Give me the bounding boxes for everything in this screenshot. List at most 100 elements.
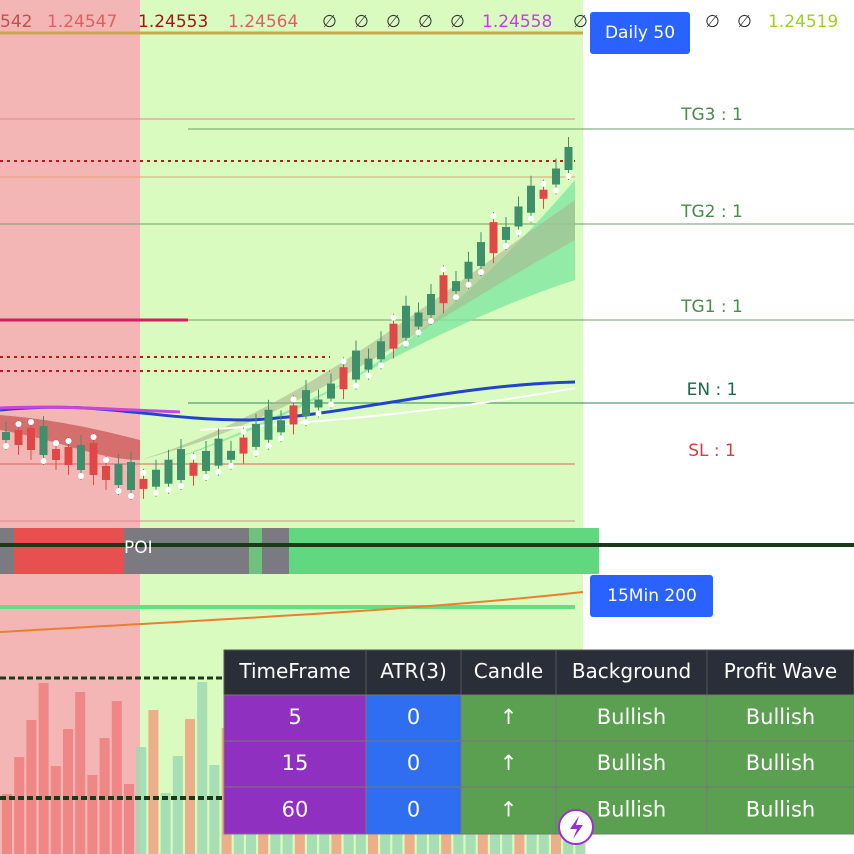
poi-bar [262,528,289,574]
cell-text: Bullish [597,798,666,822]
candle-dot [515,229,522,236]
candle [52,449,60,460]
price-value: ∅ [705,12,720,32]
candle [64,447,73,465]
candle-dot [278,435,284,442]
header-cell [706,649,854,696]
tg1-label: TG1 : 1 [680,297,743,317]
ma-line [0,405,181,414]
candle [239,437,248,454]
volume-bar [2,794,12,854]
volume-bar [14,757,25,854]
candle-dot [340,358,347,365]
candle [89,443,98,475]
candle [389,323,398,349]
cell-text: 0 [407,705,420,729]
candle-dot [103,457,109,463]
volume-bar [124,784,134,854]
price-bar: 542 1.24547 1.24553 1.24564 ∅ ∅ ∅ ∅ ∅ 1.24558 ∅ ∅ ∅ 1… [0,12,838,32]
candle-dot [253,449,259,456]
candle-dot [540,180,547,187]
table-cell [365,694,462,742]
candle [552,168,560,185]
candle [564,147,573,170]
candle-dot [178,483,184,490]
sl-label: SL : 1 [688,441,736,461]
candle [202,450,210,471]
candle-dot [190,453,197,460]
price-value: ∅ [322,12,337,32]
flash-glyph [570,816,583,839]
cell-text: ↑ [500,705,518,729]
table-cell [460,694,557,742]
header-cell [460,649,557,696]
price-value: ∅ [354,12,369,32]
candle-dot [115,488,122,494]
bear-wave [0,415,140,460]
candle [164,459,173,484]
price-value: 1.24564 [228,12,298,32]
candle-dot [315,410,322,417]
candle-dot [503,242,509,249]
daily-50-label: Daily 50 [605,23,675,43]
candle [377,341,385,360]
volume-bar [87,775,98,854]
candle [14,430,23,445]
volume-bar [63,729,73,854]
candle [402,305,410,338]
table-cell [706,740,854,788]
cell-text: Bullish [597,751,666,775]
volume-bar [38,683,49,854]
candle-dot [140,469,147,476]
header-text: Background [572,659,691,683]
volume-bar [50,766,61,854]
candle [514,206,523,227]
candle-dot [353,382,359,389]
candles [2,137,573,500]
candle-dot [215,468,222,475]
table-cell [223,786,367,835]
candle [477,242,485,267]
table-cell [460,786,557,835]
candle [489,222,498,254]
volume-bar [160,793,171,854]
price-value: ∅ [450,12,465,32]
candle-dot [465,281,472,288]
table-cell [223,694,367,742]
candle [152,469,160,487]
candle [264,409,273,440]
candle-dot [265,442,272,449]
candle [339,367,348,390]
candle [352,350,360,380]
cell-text: Bullish [746,705,815,729]
candle [252,423,260,447]
cell-text: 0 [407,798,420,822]
candle [439,275,448,304]
candle [427,294,435,316]
candle-dot [378,362,384,369]
candle [539,189,548,199]
candle-dot [128,493,134,499]
header-text: ATR(3) [380,659,447,683]
cell-text: Bullish [597,705,666,729]
candle-dot [415,329,422,336]
cell-text: ↑ [500,751,518,775]
candle-dot [440,266,447,273]
header-text: TimeFrame [238,659,350,683]
volume-bar [209,765,220,854]
candle [452,281,460,292]
price-value: ∅ [418,12,433,32]
header-text: Candle [474,659,543,683]
volume-bar [172,756,183,854]
candle-dot [90,434,97,440]
volume-bar [111,701,122,854]
price-value: 1.24553 [138,12,208,32]
cell-text: ↑ [500,798,518,822]
candle [414,312,423,327]
candle [114,464,123,485]
volume-bar [26,720,37,854]
candle-dot [165,486,172,493]
candle-dot [303,419,309,426]
table-cell [706,694,854,742]
